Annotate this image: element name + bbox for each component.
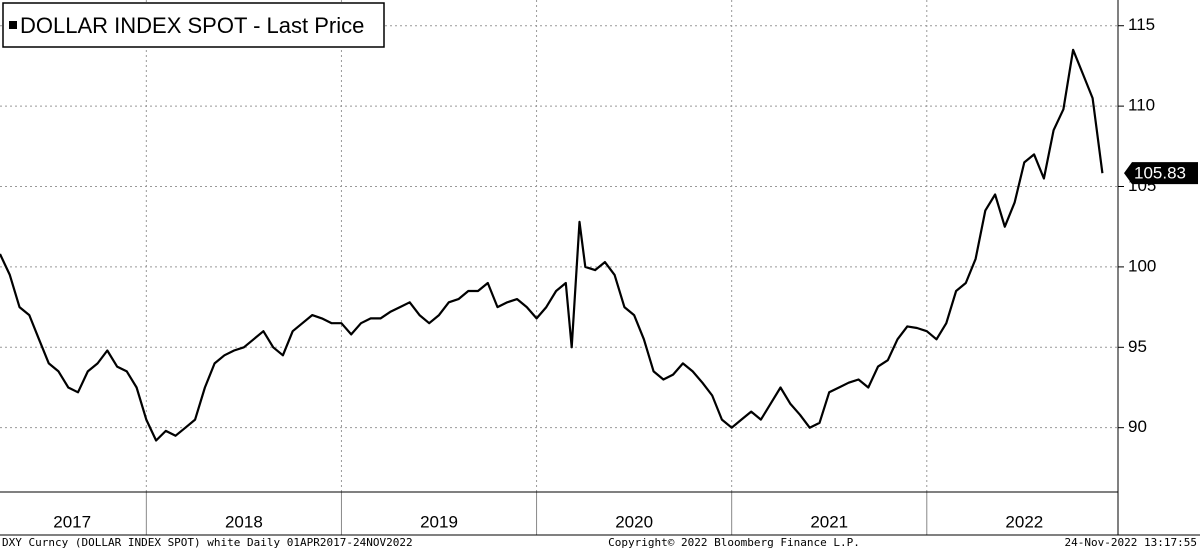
x-tick-label: 2021: [810, 512, 848, 531]
plot: 105.83: [0, 48, 1198, 442]
footer-left: DXY Curncy (DOLLAR INDEX SPOT) white Dai…: [2, 536, 413, 549]
y-tick-label: 100: [1128, 256, 1156, 275]
x-tick-label: 2020: [615, 512, 653, 531]
x-tick-label: 2018: [225, 512, 263, 531]
x-tick-label: 2022: [1005, 512, 1043, 531]
x-tick-label: 2019: [420, 512, 458, 531]
y-tick-label: 110: [1128, 96, 1155, 115]
legend-swatch: [9, 21, 17, 29]
footer-center: Copyright© 2022 Bloomberg Finance L.P.: [608, 536, 860, 549]
last-price-label: 105.83: [1134, 164, 1186, 183]
x-tick-label: 2017: [53, 512, 91, 531]
footer-right: 24-Nov-2022 13:17:55: [1065, 536, 1197, 549]
y-tick-label: 95: [1128, 337, 1147, 356]
last-price-box: [1124, 162, 1198, 185]
y-tick-label: 115: [1128, 15, 1155, 34]
legend-label: DOLLAR INDEX SPOT - Last Price: [20, 13, 364, 38]
price-line: [0, 48, 1104, 442]
y-tick-label: 90: [1128, 417, 1147, 436]
legend-box: [2, 2, 385, 48]
